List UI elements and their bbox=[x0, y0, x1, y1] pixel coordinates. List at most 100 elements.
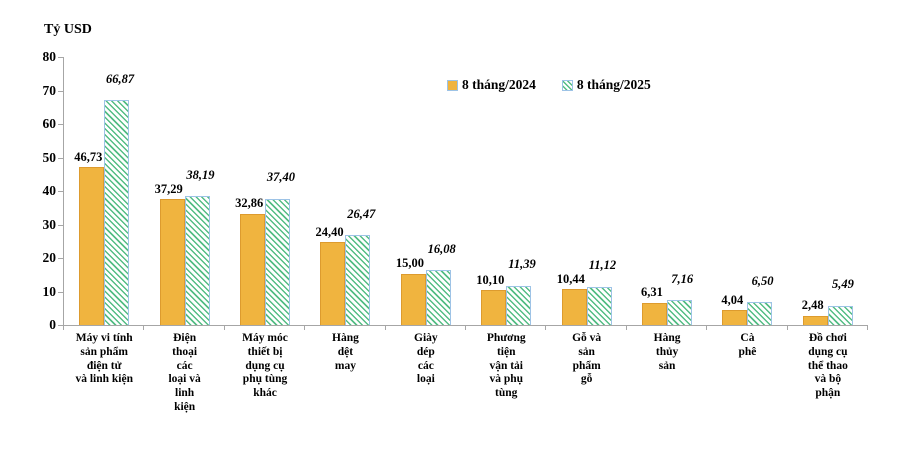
bar-8-thang-2024: 4,04 bbox=[721, 294, 748, 325]
legend-item-2025: 8 tháng/2025 bbox=[561, 77, 651, 93]
bar-group: 32,86 37,40 bbox=[225, 57, 305, 325]
y-axis-tick bbox=[58, 325, 63, 326]
bar-8-thang-2025: 11,39 bbox=[506, 258, 536, 325]
y-tick-label: 20 bbox=[42, 250, 57, 265]
value-label: 10,10 bbox=[476, 272, 505, 287]
y-axis-tick bbox=[58, 291, 63, 293]
y-tick-label: 70 bbox=[42, 82, 57, 98]
value-label: 6,50 bbox=[751, 273, 774, 288]
bar-8-thang-2024: 24,40 bbox=[315, 226, 346, 325]
x-axis-tick bbox=[786, 326, 788, 330]
value-label: 11,39 bbox=[508, 257, 536, 272]
value-label: 4,04 bbox=[721, 292, 744, 307]
legend-label-2025: 8 tháng/2025 bbox=[576, 77, 651, 92]
value-label: 46,73 bbox=[74, 149, 103, 164]
category-label: Cà phê bbox=[738, 332, 757, 358]
x-axis-tick bbox=[867, 326, 868, 330]
plot-area: 46,73 66,87 37,29 38,19 32,86 37,40 24,40 26,47… bbox=[64, 57, 868, 325]
y-axis-tick bbox=[58, 191, 63, 192]
x-axis-tick bbox=[545, 326, 547, 330]
category-label: Phương tiện vận tải và phụ tùng bbox=[486, 332, 526, 400]
legend-swatch-2025-icon bbox=[561, 79, 573, 91]
y-axis-tick bbox=[58, 224, 63, 226]
category-label: Hàng thủy sản bbox=[653, 332, 681, 372]
bar-group: 4,04 6,50 bbox=[707, 57, 787, 325]
bar-8-thang-2025: 11,12 bbox=[586, 259, 616, 325]
value-label: 2,48 bbox=[801, 298, 824, 313]
legend-item-2024: 8 tháng/2024 bbox=[447, 77, 536, 93]
y-tick-label: 10 bbox=[42, 283, 57, 299]
bar-group: 37,29 38,19 bbox=[144, 57, 224, 325]
y-axis bbox=[63, 57, 64, 325]
category-label: Máy vi tính sản phẩm điện tử và linh kiệ… bbox=[75, 332, 133, 386]
bar-8-thang-2024: 46,73 bbox=[74, 151, 105, 325]
value-label: 37,40 bbox=[266, 170, 295, 185]
y-tick-label: 40 bbox=[42, 183, 57, 198]
y-tick-label: 30 bbox=[42, 216, 57, 232]
value-label: 16,08 bbox=[427, 241, 456, 256]
bar-group: 10,10 11,39 bbox=[466, 57, 546, 325]
category-label: Đồ chơi dụng cụ thể thao và bộ phận bbox=[807, 332, 848, 400]
bar-8-thang-2024: 37,29 bbox=[155, 183, 185, 325]
bar-group: 24,40 26,47 bbox=[305, 57, 385, 325]
x-axis-tick bbox=[223, 326, 225, 330]
value-label: 15,00 bbox=[395, 256, 425, 271]
y-tick-label: 0 bbox=[49, 317, 56, 332]
x-axis-tick bbox=[465, 326, 466, 330]
value-label: 7,16 bbox=[671, 271, 694, 286]
y-axis-tick bbox=[58, 57, 63, 58]
bar-8-thang-2025: 38,19 bbox=[184, 169, 215, 325]
value-label: 24,40 bbox=[315, 224, 344, 239]
bar-8-thang-2025: 26,47 bbox=[345, 208, 375, 325]
bar-8-thang-2024: 6,31 bbox=[641, 286, 668, 325]
category-label: Điện thoại các loại và linh kiện bbox=[168, 332, 201, 413]
x-axis-tick bbox=[625, 326, 627, 330]
bar-8-thang-2024: 15,00 bbox=[396, 257, 426, 325]
bar-8-thang-2025: 7,16 bbox=[667, 273, 693, 325]
y-tick-label: 60 bbox=[42, 116, 57, 131]
bar-8-thang-2025: 5,49 bbox=[827, 278, 854, 325]
bar-8-thang-2024: 10,10 bbox=[476, 274, 507, 325]
bar-8-thang-2025: 37,40 bbox=[265, 171, 295, 325]
category-label: Hàng dệt may bbox=[332, 332, 359, 372]
category-label: Gỗ và sản phẩm gỗ bbox=[572, 332, 602, 386]
category-labels: Máy vi tính sản phẩm điện tử và linh kiệ… bbox=[64, 332, 868, 415]
category-label: Máy móc thiết bị dụng cụ phụ tùng khác bbox=[242, 332, 288, 400]
y-axis-title: Tỷ USD bbox=[44, 22, 92, 37]
y-axis-tick bbox=[58, 258, 63, 259]
value-label: 66,87 bbox=[106, 71, 135, 86]
bar-8-thang-2024: 32,86 bbox=[235, 197, 266, 325]
value-label: 38,19 bbox=[186, 167, 215, 182]
bar-8-thang-2025: 16,08 bbox=[425, 243, 456, 325]
legend: 8 tháng/2024 8 tháng/2025 bbox=[447, 77, 651, 93]
value-label: 37,29 bbox=[154, 181, 183, 196]
y-axis-tick bbox=[58, 90, 63, 92]
bar-8-thang-2025: 6,50 bbox=[747, 275, 774, 325]
legend-swatch-2024-icon bbox=[447, 79, 458, 91]
bar-group: 15,00 16,08 bbox=[386, 57, 466, 325]
y-axis-tick bbox=[58, 157, 63, 159]
value-label: 26,47 bbox=[347, 206, 376, 221]
bar-group: 2,48 5,49 bbox=[788, 57, 868, 325]
y-axis-tick bbox=[58, 124, 63, 125]
bar-8-thang-2025: 66,87 bbox=[104, 72, 134, 325]
bar-group: 46,73 66,87 bbox=[64, 57, 144, 325]
x-axis bbox=[63, 325, 868, 326]
category-label: Giày dép các loại bbox=[414, 332, 438, 386]
value-label: 10,44 bbox=[556, 271, 585, 286]
value-label: 5,49 bbox=[832, 277, 854, 292]
y-tick-label: 50 bbox=[42, 149, 57, 165]
x-axis-tick bbox=[143, 326, 145, 330]
bar-8-thang-2024: 10,44 bbox=[557, 273, 587, 325]
bar-group: 10,44 11,12 bbox=[546, 57, 626, 325]
x-axis-tick bbox=[384, 326, 386, 330]
x-axis-tick bbox=[63, 326, 64, 330]
legend-label-2024: 8 tháng/2024 bbox=[462, 77, 536, 92]
value-label: 11,12 bbox=[588, 258, 617, 273]
value-label: 6,31 bbox=[640, 285, 663, 300]
value-label: 32,86 bbox=[235, 196, 264, 211]
x-axis-tick bbox=[706, 326, 708, 330]
y-tick-label: 80 bbox=[42, 49, 57, 64]
x-axis-tick bbox=[304, 326, 306, 330]
